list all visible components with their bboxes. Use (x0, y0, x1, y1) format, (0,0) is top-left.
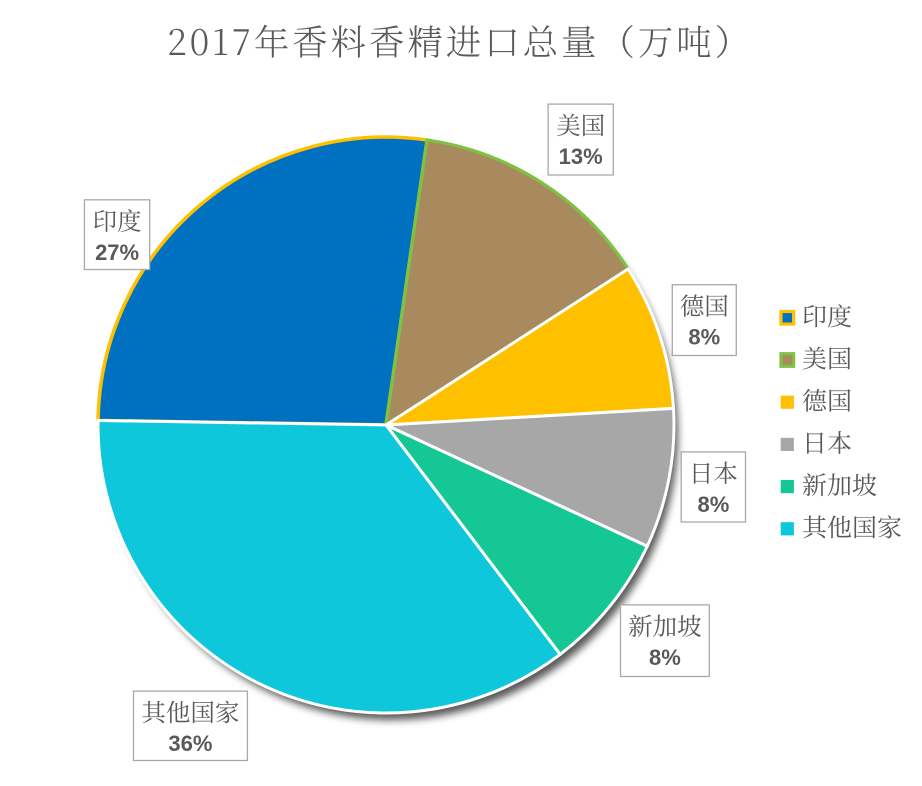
svg-text:8%: 8% (698, 492, 730, 517)
svg-text:8%: 8% (688, 325, 720, 350)
svg-text:8%: 8% (649, 645, 681, 670)
svg-text:27%: 27% (95, 240, 139, 265)
svg-text:13%: 13% (559, 144, 603, 169)
svg-text:36%: 36% (168, 731, 212, 756)
